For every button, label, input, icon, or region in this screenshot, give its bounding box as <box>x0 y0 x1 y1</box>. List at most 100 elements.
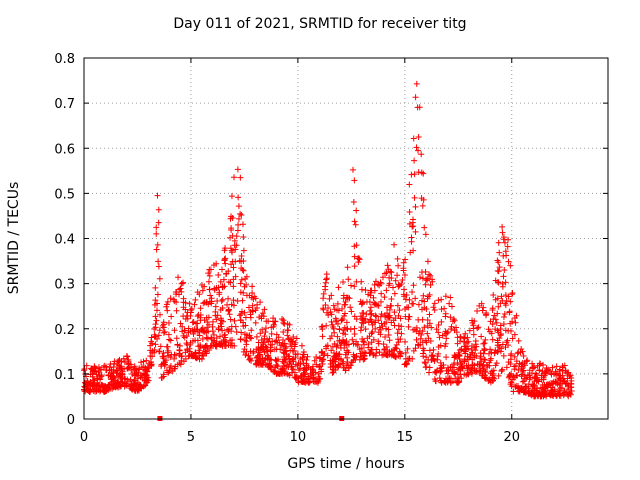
data-point <box>326 295 333 302</box>
data-point <box>403 304 410 311</box>
data-point <box>477 353 484 360</box>
data-point <box>375 340 382 347</box>
data-point <box>348 308 355 315</box>
data-point <box>491 350 498 357</box>
data-point <box>131 387 138 394</box>
data-point <box>279 315 286 322</box>
data-point <box>477 367 484 374</box>
data-point <box>356 256 363 263</box>
y-tick-label: 0.2 <box>54 323 75 338</box>
data-point <box>173 291 180 298</box>
data-point <box>217 278 224 285</box>
y-tick-label: 0.4 <box>54 233 75 248</box>
data-point <box>221 257 228 264</box>
data-point <box>225 328 232 335</box>
data-point <box>530 364 537 371</box>
data-point <box>420 292 427 299</box>
data-point <box>415 301 422 308</box>
data-point <box>383 269 390 276</box>
data-point <box>152 284 159 291</box>
data-point <box>366 307 373 314</box>
data-point <box>400 286 407 293</box>
data-point <box>228 261 235 268</box>
data-point <box>538 372 545 379</box>
data-point <box>269 338 276 345</box>
data-point <box>505 374 512 381</box>
data-point <box>213 335 220 342</box>
data-point <box>217 320 224 327</box>
data-point <box>225 295 232 302</box>
data-point <box>83 362 90 369</box>
data-point <box>431 376 438 383</box>
data-point <box>379 274 386 281</box>
data-point <box>421 359 428 366</box>
data-point <box>510 388 517 395</box>
data-point <box>402 349 409 356</box>
data-point <box>521 378 528 385</box>
data-point <box>250 348 257 355</box>
data-point <box>556 375 563 382</box>
data-point <box>456 353 463 360</box>
data-point <box>414 104 421 111</box>
data-point <box>390 317 397 324</box>
data-point <box>438 306 445 313</box>
data-point <box>553 363 560 370</box>
data-point <box>401 293 408 300</box>
data-point <box>412 295 419 302</box>
data-point <box>443 354 450 361</box>
data-point <box>108 372 115 379</box>
data-point <box>478 333 485 340</box>
data-point <box>266 363 273 370</box>
data-point <box>357 327 364 334</box>
data-point <box>194 313 201 320</box>
data-point <box>141 377 148 384</box>
data-point <box>89 370 96 377</box>
data-point <box>298 378 305 385</box>
data-point <box>315 370 322 377</box>
data-point <box>420 196 427 203</box>
data-point <box>535 378 542 385</box>
data-point <box>549 387 556 394</box>
data-point <box>170 296 177 303</box>
data-point <box>501 311 508 318</box>
data-point <box>84 378 91 385</box>
data-point <box>527 374 534 381</box>
data-point <box>358 345 365 352</box>
data-point <box>356 356 363 363</box>
data-point <box>435 322 442 329</box>
data-point <box>178 280 185 287</box>
data-point <box>497 326 504 333</box>
data-point <box>330 325 337 332</box>
data-point <box>187 309 194 316</box>
data-point <box>218 266 225 273</box>
data-point <box>451 327 458 334</box>
data-point <box>97 387 104 394</box>
data-point <box>489 307 496 314</box>
data-point <box>402 313 409 320</box>
data-point <box>260 339 267 346</box>
data-point <box>153 224 160 231</box>
data-point <box>376 349 383 356</box>
data-point <box>567 372 574 379</box>
data-point <box>258 312 265 319</box>
data-point <box>421 324 428 331</box>
data-point <box>327 360 334 367</box>
data-point <box>192 337 199 344</box>
data-point <box>438 365 445 372</box>
data-point <box>242 322 249 329</box>
data-point <box>525 381 532 388</box>
data-point <box>316 362 323 369</box>
data-point <box>199 335 206 342</box>
data-point <box>438 296 445 303</box>
data-point <box>292 354 299 361</box>
data-point <box>216 289 223 296</box>
data-point <box>492 316 499 323</box>
data-point <box>154 241 161 248</box>
data-point <box>334 333 341 340</box>
data-point <box>172 363 179 370</box>
data-point <box>234 298 241 305</box>
data-point <box>227 316 234 323</box>
data-point <box>344 325 351 332</box>
data-point <box>124 357 131 364</box>
data-point <box>372 312 379 319</box>
